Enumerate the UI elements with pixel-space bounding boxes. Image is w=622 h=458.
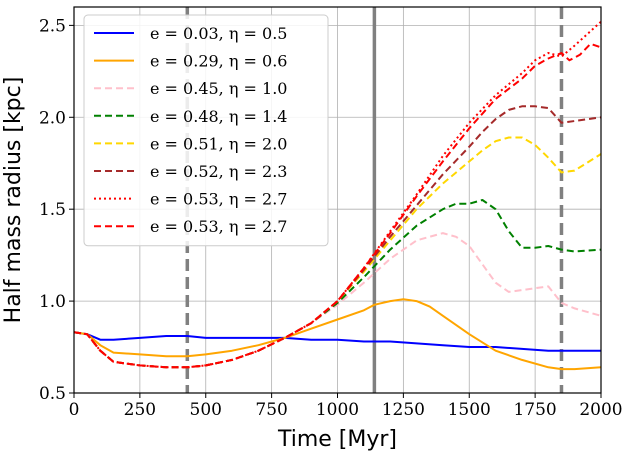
legend-label: e = 0.48, η = 1.4: [150, 107, 287, 126]
y-tick-label: 1.0: [39, 292, 66, 312]
y-tick-label: 2.0: [39, 108, 66, 128]
legend-label: e = 0.53, η = 2.7: [150, 217, 287, 236]
x-tick-label: 2000: [579, 400, 622, 420]
legend-label: e = 0.45, η = 1.0: [150, 79, 287, 98]
series-lines: [73, 20, 602, 371]
x-tick-label: 500: [190, 400, 222, 420]
legend: e = 0.03, η = 0.5 e = 0.29, η = 0.6 e = 0.…: [83, 14, 329, 247]
y-axis-title: Half mass radius [kpc]: [1, 77, 26, 324]
series-line: [73, 20, 602, 369]
x-axis-title: Time [Myr]: [277, 427, 397, 452]
x-tick-label: 1500: [448, 400, 491, 420]
legend-label: e = 0.52, η = 2.3: [150, 162, 287, 181]
legend-label: e = 0.29, η = 0.6: [150, 52, 287, 71]
y-tick-label: 1.5: [39, 200, 66, 220]
axis-ticks: 0 250 500 750 1000 1250 1500 1750 2000 0.5 1.0 1.5 2…: [39, 16, 622, 420]
x-tick-label: 250: [124, 400, 156, 420]
y-tick-label: 0.5: [39, 384, 66, 404]
x-tick-label: 1250: [382, 400, 425, 420]
y-tick-label: 2.5: [39, 16, 66, 36]
x-tick-label: 750: [255, 400, 287, 420]
x-tick-label: 1000: [316, 400, 359, 420]
legend-box: [83, 14, 329, 247]
series-line: [73, 42, 602, 369]
x-tick-label: 1750: [513, 400, 556, 420]
series-line: [73, 298, 602, 371]
legend-label: e = 0.03, η = 0.5: [150, 24, 287, 43]
legend-label: e = 0.53, η = 2.7: [150, 190, 287, 209]
legend-label: e = 0.51, η = 2.0: [150, 134, 287, 153]
x-tick-label: 0: [69, 400, 80, 420]
series-line: [73, 331, 601, 352]
series-line: [73, 105, 602, 369]
series-line: [73, 136, 602, 369]
